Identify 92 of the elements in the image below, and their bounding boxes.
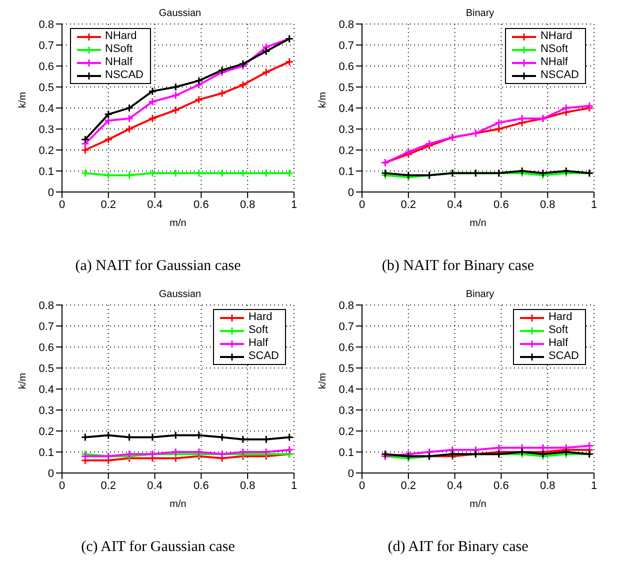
y-tick-label: 0 (348, 468, 354, 480)
x-axis-title: m/n (470, 499, 486, 510)
text: (a) NAIT for Gaussian case (74, 258, 242, 275)
x-tick-label: 0 (58, 198, 66, 211)
y-tick-label: 0 (48, 468, 54, 480)
y-tick-label: 0.2 (38, 144, 54, 157)
chart-title: Gaussian (158, 289, 202, 300)
y-tick-label: 0.5 (38, 362, 54, 375)
y-tick-label: 0 (348, 186, 354, 199)
y-axis-title: k/m (318, 372, 329, 389)
x-tick-label: 0.6 (194, 198, 209, 211)
y-tick-label: 0 (48, 186, 54, 199)
y-tick-label: 0.4 (338, 102, 354, 115)
legend-label: SCAD (248, 350, 279, 363)
x-tick-label: 0.8 (240, 480, 256, 492)
x-tick-label: 0.2 (400, 480, 416, 492)
x-tick-label: 0.4 (447, 198, 462, 211)
legend-label: Hard (548, 311, 572, 324)
y-tick-label: 0.4 (338, 384, 354, 396)
legend-label: SCAD (548, 350, 579, 363)
legend-label: Soft (248, 324, 268, 337)
legend-label: Hard (248, 311, 272, 324)
x-tick-label: 0.2 (100, 480, 116, 492)
x-tick-label: 0 (58, 480, 66, 492)
x-tick-label: 0.6 (494, 480, 509, 492)
y-tick-label: 0.8 (338, 300, 354, 312)
x-tick-label: 0.4 (147, 480, 162, 492)
y-tick-label: 0.1 (338, 166, 354, 178)
text: (c) AIT for Gaussian case (80, 539, 236, 556)
legend-label: Half (548, 337, 568, 350)
x-tick-label: 0.2 (400, 198, 416, 211)
y-tick-label: 0.5 (338, 362, 354, 375)
y-tick-label: 0.1 (38, 446, 54, 459)
y-tick-label: 0.5 (338, 82, 354, 94)
chart-title: Binary (464, 289, 496, 300)
y-tick-label: 0.3 (38, 404, 54, 417)
chart-title: Binary (464, 8, 496, 19)
y-tick-label: 0.8 (38, 18, 54, 31)
x-tick-label: 0.4 (447, 480, 462, 492)
legend-label: NSCAD (540, 69, 579, 82)
x-tick-label: 0.8 (540, 480, 556, 492)
y-tick-label: 0.6 (338, 60, 354, 73)
x-tick-label: 0 (358, 198, 366, 211)
legend-label: NSCAD (105, 69, 144, 82)
legend-label: Half (248, 337, 268, 350)
y-tick-label: 0.3 (338, 124, 354, 136)
y-tick-label: 0.5 (38, 82, 54, 94)
x-axis-title: m/n (170, 499, 186, 510)
x-tick-label: 1 (290, 480, 298, 492)
y-axis-title: k/m (18, 372, 29, 389)
x-tick-label: 1 (590, 480, 598, 492)
x-axis-title: m/n (470, 218, 486, 229)
y-tick-label: 0.1 (38, 166, 54, 178)
legend-label: NSoft (105, 43, 133, 56)
legend-label: NSoft (540, 43, 568, 56)
y-tick-label: 0.7 (38, 40, 54, 52)
y-tick-label: 0.3 (338, 404, 354, 417)
legend-label: NHalf (105, 56, 133, 69)
y-tick-label: 0.7 (338, 320, 354, 333)
x-tick-label: 0 (358, 480, 366, 492)
legend-label: Soft (548, 324, 568, 337)
y-axis-title: k/m (18, 92, 29, 108)
x-tick-label: 0.6 (194, 480, 209, 492)
y-tick-label: 0.8 (338, 18, 354, 31)
x-tick-label: 1 (590, 198, 598, 211)
legend-label: NHalf (540, 56, 568, 69)
text: (b) NAIT for Binary case (380, 258, 536, 275)
x-tick-label: 0.4 (147, 198, 162, 211)
y-tick-label: 0.1 (338, 446, 354, 459)
x-axis-title: m/n (170, 218, 186, 229)
y-tick-label: 0.7 (38, 320, 54, 333)
y-tick-label: 0.3 (38, 124, 54, 136)
text: (d) AIT for Binary case (386, 539, 530, 556)
x-tick-label: 0.8 (540, 198, 556, 211)
x-tick-label: 0.6 (494, 198, 509, 211)
x-tick-label: 0.2 (100, 198, 116, 211)
legend-label: NHard (540, 30, 572, 43)
y-tick-label: 0.2 (38, 426, 54, 438)
legend-label: NHard (105, 30, 137, 43)
y-tick-label: 0.6 (38, 60, 54, 73)
x-tick-label: 0.8 (240, 198, 256, 211)
y-tick-label: 0.8 (38, 300, 54, 312)
chart-title: Gaussian (158, 8, 202, 19)
y-tick-label: 0.6 (338, 342, 354, 354)
y-tick-label: 0.2 (338, 426, 354, 438)
y-axis-title: k/m (318, 92, 329, 108)
x-tick-label: 1 (290, 198, 298, 211)
y-tick-label: 0.6 (38, 342, 54, 354)
y-tick-label: 0.4 (38, 384, 54, 396)
y-tick-label: 0.7 (338, 40, 354, 52)
y-tick-label: 0.4 (38, 102, 54, 115)
y-tick-label: 0.2 (338, 144, 354, 157)
